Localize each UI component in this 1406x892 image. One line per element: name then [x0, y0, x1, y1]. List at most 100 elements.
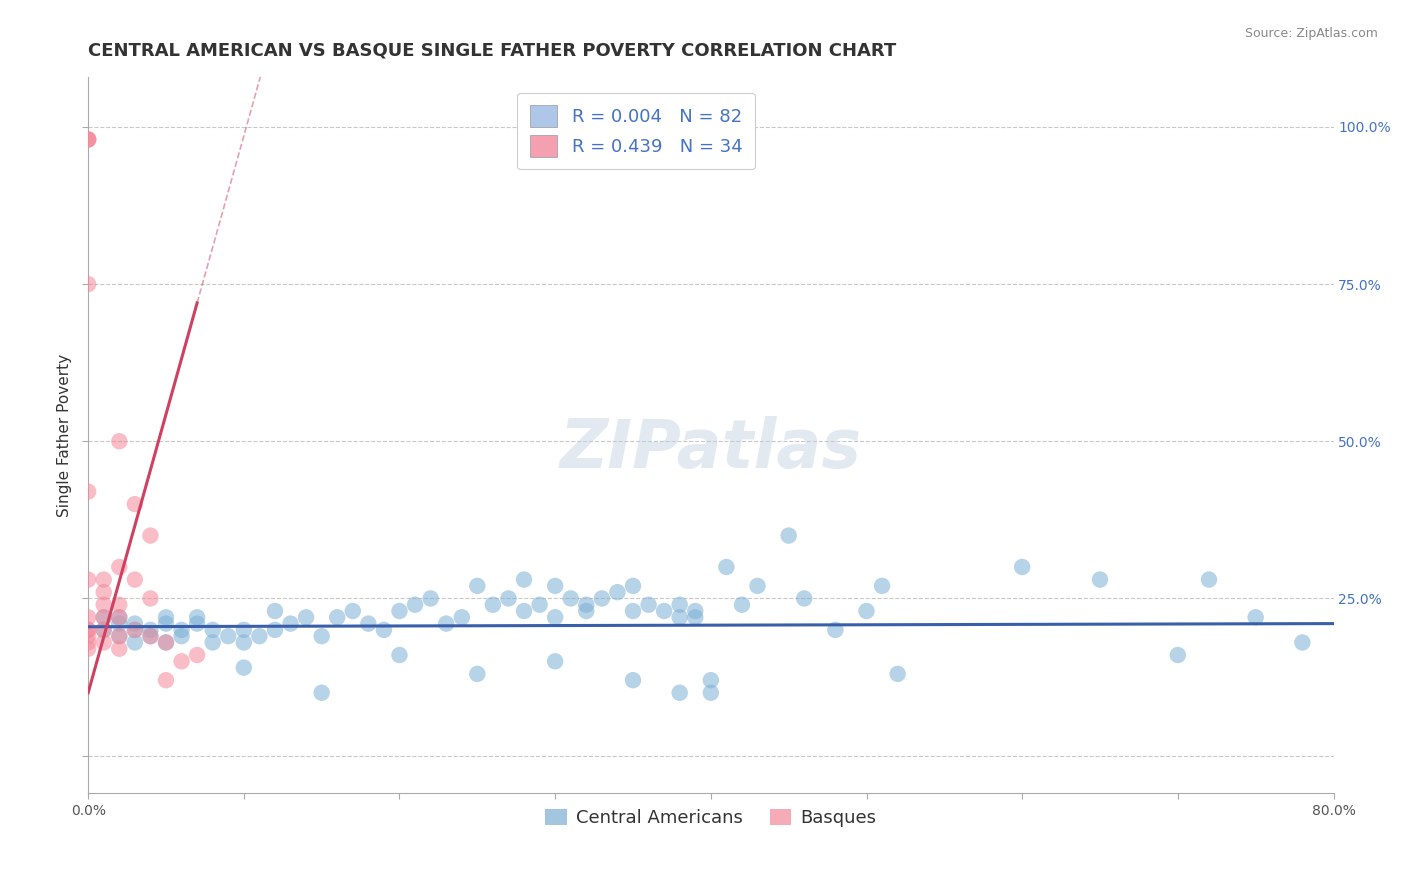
Point — [731, 598, 754, 612]
Point — [139, 623, 162, 637]
Point — [77, 610, 100, 624]
Point — [1198, 573, 1220, 587]
Y-axis label: Single Father Poverty: Single Father Poverty — [58, 353, 72, 516]
Point — [778, 528, 800, 542]
Point — [311, 686, 333, 700]
Point — [700, 673, 723, 688]
Point — [357, 616, 380, 631]
Point — [280, 616, 302, 631]
Point — [155, 673, 177, 688]
Point — [170, 654, 193, 668]
Point — [139, 591, 162, 606]
Point — [326, 610, 349, 624]
Point — [217, 629, 239, 643]
Point — [668, 610, 690, 624]
Point — [108, 610, 131, 624]
Point — [434, 616, 457, 631]
Point — [77, 629, 100, 643]
Point — [124, 623, 146, 637]
Point — [155, 635, 177, 649]
Point — [683, 610, 706, 624]
Point — [465, 579, 488, 593]
Point — [186, 610, 208, 624]
Point — [139, 629, 162, 643]
Point — [716, 560, 738, 574]
Point — [544, 654, 567, 668]
Point — [77, 277, 100, 291]
Point — [201, 623, 224, 637]
Point — [93, 635, 115, 649]
Text: ZIPatlas: ZIPatlas — [560, 417, 862, 483]
Point — [637, 598, 659, 612]
Point — [155, 610, 177, 624]
Point — [264, 623, 287, 637]
Point — [124, 497, 146, 511]
Point — [793, 591, 815, 606]
Point — [606, 585, 628, 599]
Point — [591, 591, 613, 606]
Point — [1011, 560, 1033, 574]
Point — [77, 635, 100, 649]
Point — [621, 673, 644, 688]
Point — [77, 484, 100, 499]
Point — [93, 623, 115, 637]
Point — [93, 573, 115, 587]
Point — [513, 573, 536, 587]
Text: Source: ZipAtlas.com: Source: ZipAtlas.com — [1244, 27, 1378, 40]
Point — [77, 573, 100, 587]
Point — [155, 635, 177, 649]
Point — [668, 598, 690, 612]
Point — [529, 598, 551, 612]
Point — [388, 604, 411, 618]
Point — [108, 629, 131, 643]
Point — [295, 610, 318, 624]
Point — [93, 610, 115, 624]
Point — [155, 616, 177, 631]
Point — [247, 629, 270, 643]
Point — [186, 648, 208, 662]
Point — [668, 686, 690, 700]
Point — [93, 598, 115, 612]
Point — [77, 623, 100, 637]
Point — [450, 610, 472, 624]
Point — [77, 641, 100, 656]
Point — [419, 591, 441, 606]
Point — [93, 585, 115, 599]
Point — [124, 573, 146, 587]
Point — [575, 604, 598, 618]
Point — [498, 591, 520, 606]
Point — [544, 579, 567, 593]
Point — [77, 623, 100, 637]
Point — [870, 579, 893, 593]
Point — [77, 132, 100, 146]
Point — [77, 132, 100, 146]
Legend: Central Americans, Basques: Central Americans, Basques — [538, 802, 884, 835]
Point — [108, 641, 131, 656]
Point — [513, 604, 536, 618]
Point — [139, 528, 162, 542]
Point — [404, 598, 426, 612]
Point — [108, 598, 131, 612]
Point — [232, 635, 254, 649]
Point — [683, 604, 706, 618]
Point — [186, 616, 208, 631]
Point — [77, 132, 100, 146]
Point — [311, 629, 333, 643]
Point — [124, 616, 146, 631]
Point — [170, 623, 193, 637]
Point — [465, 666, 488, 681]
Point — [170, 629, 193, 643]
Point — [108, 616, 131, 631]
Point — [544, 610, 567, 624]
Point — [108, 434, 131, 449]
Point — [139, 629, 162, 643]
Point — [560, 591, 582, 606]
Point — [700, 686, 723, 700]
Point — [621, 604, 644, 618]
Point — [108, 610, 131, 624]
Point — [886, 666, 908, 681]
Point — [93, 623, 115, 637]
Point — [124, 635, 146, 649]
Point — [1167, 648, 1189, 662]
Point — [747, 579, 769, 593]
